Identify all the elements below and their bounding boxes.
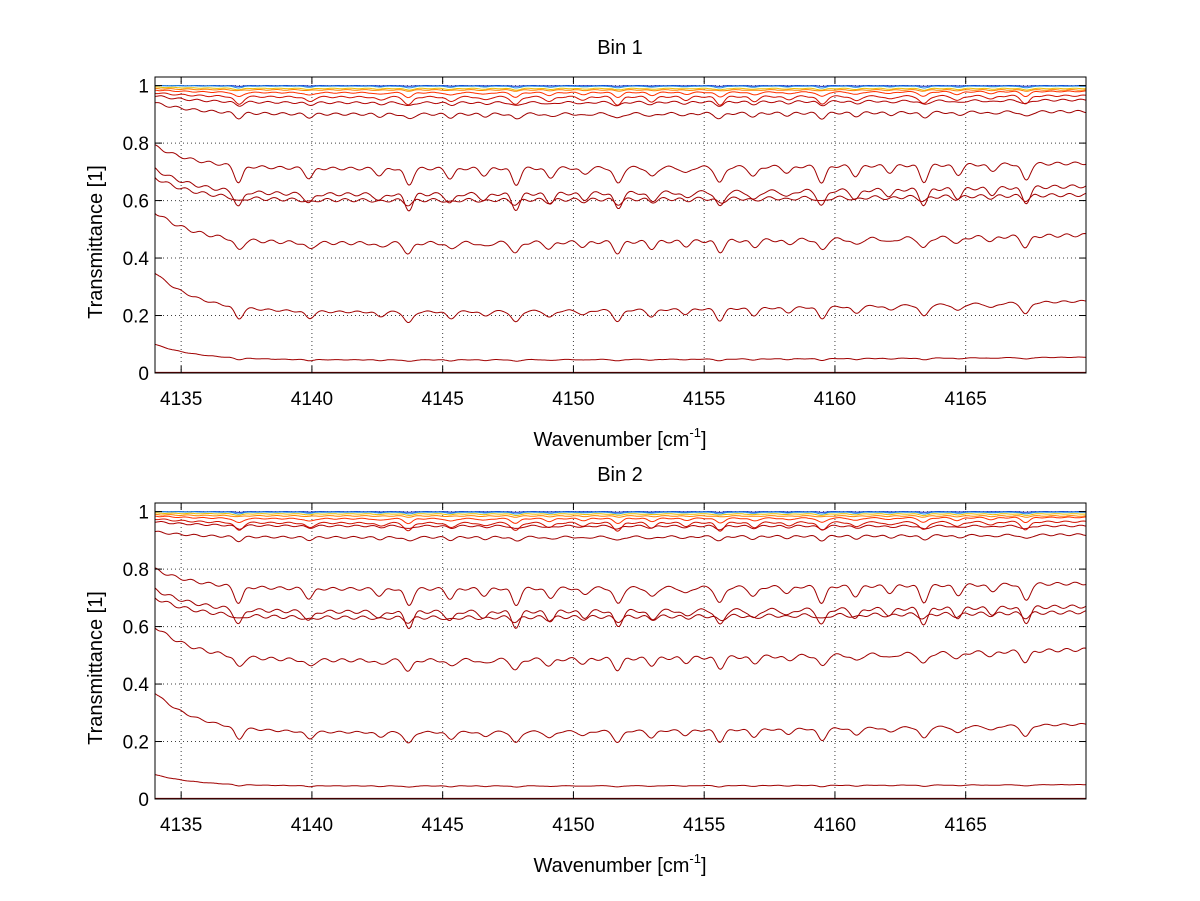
series-line-s5	[154, 89, 1087, 99]
chart-bin-2: Bin 2 4135 4140 4145 4150 4155 4160 4165 0 0.2 0.…	[85, 464, 1087, 877]
series-line-s3	[154, 86, 1087, 91]
y-tick-label: 0.4	[123, 675, 150, 696]
y-tick-label: 0.6	[123, 192, 149, 213]
y-tick-label: 1	[138, 77, 149, 98]
series-group	[154, 510, 1087, 799]
y-tick-label: 0.8	[123, 134, 149, 155]
series-line-s10	[154, 167, 1087, 212]
tick-labels: 4135 4140 4145 4150 4155 4160 4165 0 0.2 0.4 0.6 0.…	[123, 503, 1086, 836]
x-tick-label: 4135	[160, 389, 202, 410]
series-line-s11	[154, 597, 1087, 624]
plot-frame	[154, 76, 1087, 374]
x-tick-label: 4155	[683, 389, 725, 410]
x-tick-label: 4155	[683, 815, 725, 836]
x-tick-label: 4160	[814, 389, 856, 410]
grid	[155, 503, 1086, 800]
tick-labels: 4135 4140 4145 4150 4155 4160 4165 0 0.2 0.4 0.6 0.…	[123, 77, 1086, 410]
series-line-s8	[154, 530, 1087, 543]
x-tick-label: 4160	[814, 815, 856, 836]
series-line-s13	[154, 272, 1087, 323]
series-group	[154, 84, 1087, 373]
series-line-s14	[154, 774, 1087, 788]
plot-frame	[154, 502, 1087, 800]
y-tick-label: 0.4	[123, 249, 150, 270]
x-tick-label: 4145	[422, 389, 464, 410]
series-line-s5	[154, 515, 1087, 525]
series-line-s2	[154, 85, 1086, 89]
y-axis-label: Transmittance [1]	[85, 165, 107, 319]
y-tick-label: 0.8	[123, 560, 149, 581]
series-line-s13	[154, 693, 1087, 744]
series-line-s3	[154, 512, 1087, 517]
y-axis-label: Transmittance [1]	[85, 591, 107, 745]
series-line-s1	[154, 84, 1087, 87]
y-tick-label: 0.2	[123, 733, 149, 754]
series-line-s9	[154, 144, 1087, 186]
x-axis-label: Wavenumber [cm-1]	[533, 851, 706, 877]
x-tick-label: 4165	[945, 815, 987, 836]
series-line-s2	[154, 511, 1086, 515]
x-axis-label: Wavenumber [cm-1]	[533, 425, 706, 451]
series-line-s14	[154, 343, 1087, 362]
x-tick-label: 4150	[552, 815, 594, 836]
x-tick-label: 4150	[552, 389, 594, 410]
x-tick-label: 4140	[291, 815, 333, 836]
series-line-s8	[154, 102, 1087, 120]
series-line-s11	[154, 177, 1087, 207]
grid	[155, 77, 1086, 374]
series-line-s4	[154, 87, 1087, 92]
series-line-s7	[154, 95, 1087, 107]
series-line-s10	[154, 587, 1087, 630]
series-line-s6	[154, 92, 1087, 106]
series-line-s9	[154, 567, 1087, 607]
y-tick-label: 0.6	[123, 618, 149, 639]
series-line-s4	[154, 513, 1087, 518]
series-line-s7	[154, 521, 1087, 531]
x-tick-label: 4140	[291, 389, 333, 410]
chart-title: Bin 2	[597, 464, 643, 486]
y-tick-label: 0	[138, 364, 149, 385]
series-line-s1	[154, 510, 1087, 513]
series-line-s12	[154, 213, 1087, 255]
x-tick-label: 4165	[945, 389, 987, 410]
chart-title: Bin 1	[597, 37, 643, 59]
y-tick-label: 0	[138, 790, 149, 811]
x-tick-label: 4145	[422, 815, 464, 836]
x-tick-label: 4135	[160, 815, 202, 836]
series-line-s6	[154, 518, 1087, 532]
chart-bin-1: Bin 1 4135 4140 4145 4150 4155 4160 4165 0 0.2 0.…	[85, 37, 1087, 451]
y-tick-label: 1	[138, 503, 149, 524]
series-line-s12	[154, 627, 1087, 672]
y-tick-label: 0.2	[123, 307, 149, 328]
